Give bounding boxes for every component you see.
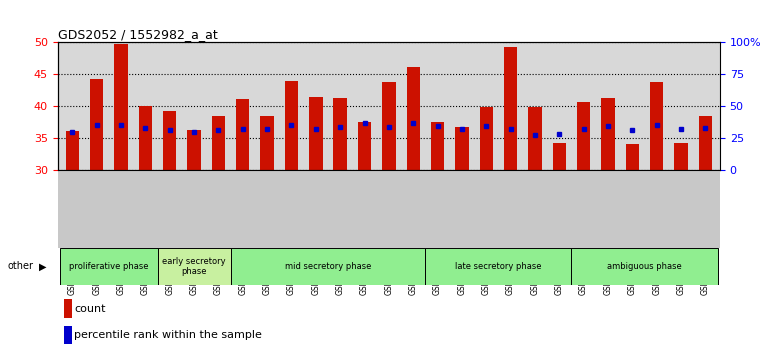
Bar bbox=[625, 144, 639, 170]
Bar bbox=[358, 122, 371, 170]
Text: late secretory phase: late secretory phase bbox=[455, 262, 541, 271]
Bar bbox=[139, 106, 152, 170]
Bar bbox=[230, 248, 425, 285]
Bar bbox=[333, 98, 347, 170]
Bar bbox=[309, 97, 323, 170]
Bar bbox=[431, 122, 444, 170]
Bar bbox=[163, 111, 176, 170]
Bar bbox=[65, 326, 72, 344]
Bar bbox=[601, 98, 614, 170]
Bar bbox=[260, 116, 274, 170]
Bar bbox=[698, 116, 712, 170]
Bar bbox=[504, 47, 517, 170]
Bar bbox=[571, 248, 718, 285]
Text: early secretory
phase: early secretory phase bbox=[162, 257, 226, 276]
Bar bbox=[65, 131, 79, 170]
Text: other: other bbox=[8, 261, 34, 272]
Text: percentile rank within the sample: percentile rank within the sample bbox=[74, 330, 262, 340]
Bar bbox=[577, 102, 591, 170]
Bar bbox=[212, 116, 225, 170]
Bar bbox=[675, 143, 688, 170]
Bar bbox=[382, 82, 396, 170]
Bar bbox=[158, 248, 230, 285]
Bar bbox=[60, 248, 158, 285]
Bar bbox=[90, 79, 103, 170]
Bar bbox=[236, 99, 249, 170]
Bar bbox=[455, 127, 469, 170]
Bar bbox=[425, 248, 571, 285]
Text: ▶: ▶ bbox=[38, 261, 46, 272]
Bar bbox=[407, 67, 420, 170]
Bar bbox=[480, 108, 493, 170]
Text: mid secretory phase: mid secretory phase bbox=[285, 262, 371, 271]
Bar bbox=[285, 81, 298, 170]
Bar bbox=[528, 108, 541, 170]
Text: count: count bbox=[74, 304, 105, 314]
Bar bbox=[553, 143, 566, 170]
Text: GDS2052 / 1552982_a_at: GDS2052 / 1552982_a_at bbox=[58, 28, 217, 41]
Bar bbox=[187, 130, 201, 170]
Bar bbox=[115, 44, 128, 170]
Bar bbox=[650, 82, 663, 170]
Bar bbox=[65, 299, 72, 318]
Text: proliferative phase: proliferative phase bbox=[69, 262, 149, 271]
Text: ambiguous phase: ambiguous phase bbox=[607, 262, 682, 271]
